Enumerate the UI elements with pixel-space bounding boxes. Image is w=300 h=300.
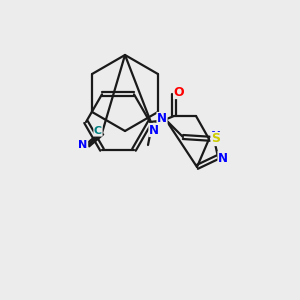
Text: N: N [157, 112, 167, 125]
Text: N: N [211, 130, 221, 142]
Text: N: N [149, 124, 159, 136]
Text: O: O [174, 85, 184, 98]
Text: N: N [78, 140, 88, 150]
Text: N: N [218, 152, 228, 164]
Text: S: S [212, 133, 220, 146]
Text: C: C [94, 126, 102, 136]
